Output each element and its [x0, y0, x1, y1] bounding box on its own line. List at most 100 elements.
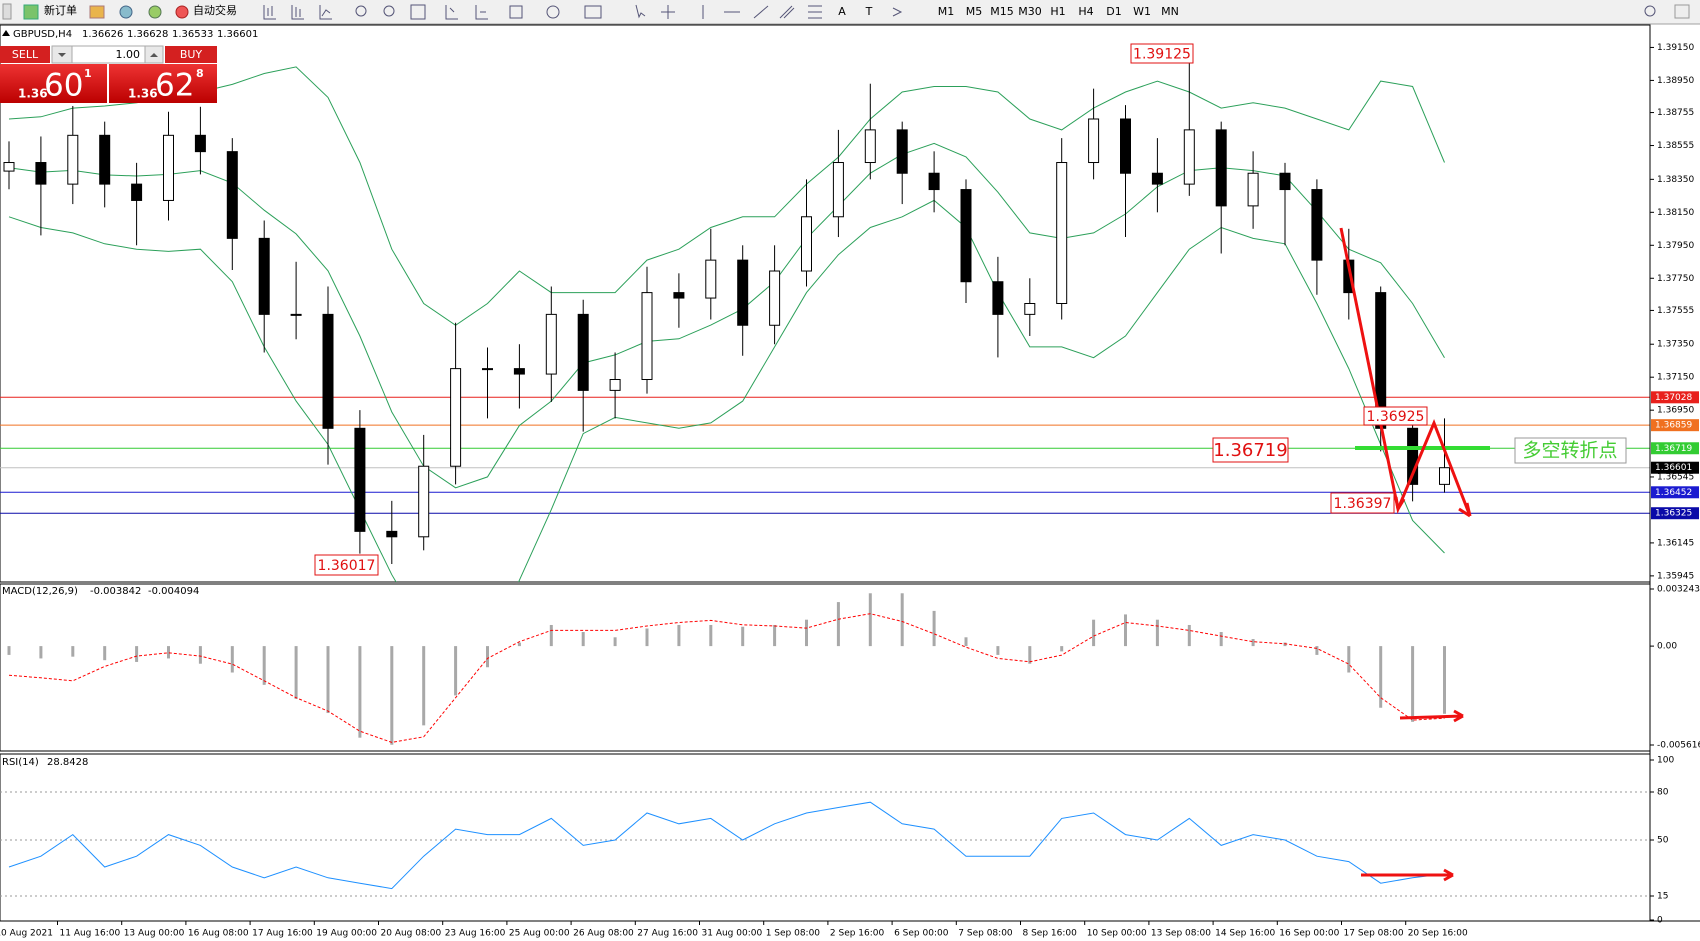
price-annotation: 1.36397: [1334, 496, 1392, 512]
x-tick-label: 31 Aug 00:00: [702, 929, 763, 939]
icon[interactable]: [445, 5, 458, 20]
sell-label[interactable]: SELL: [12, 48, 39, 61]
timeframe[interactable]: M1: [938, 5, 955, 18]
buy-pips[interactable]: 62: [155, 68, 194, 104]
candle-body: [354, 427, 366, 532]
macd-bar: [1379, 646, 1383, 708]
icon[interactable]: [148, 5, 162, 19]
candle-body: [609, 379, 621, 391]
level-label: 1.36452: [1655, 488, 1692, 498]
candle-body: [194, 134, 206, 153]
icon[interactable]: [808, 5, 822, 19]
timeframe[interactable]: M30: [1018, 5, 1042, 18]
icon[interactable]: [475, 5, 488, 20]
icon[interactable]: [291, 5, 304, 20]
x-tick-label: 14 Sep 16:00: [1215, 929, 1275, 939]
sell-button[interactable]: [0, 64, 107, 103]
macd-bar: [1251, 639, 1255, 647]
icon-search[interactable]: [1644, 5, 1656, 17]
macd-bar: [262, 646, 266, 685]
macd-title: MACD(12,26,9): [2, 586, 78, 597]
buy-fraction[interactable]: 8: [196, 67, 204, 80]
candle-body: [545, 313, 557, 375]
candle-body: [705, 259, 717, 299]
icon[interactable]: [892, 7, 903, 17]
icon[interactable]: [319, 5, 332, 20]
y-tick-label: 1.35945: [1657, 571, 1694, 581]
note: 多空转折点: [1522, 440, 1617, 462]
x-tick-label: 13 Sep 08:00: [1151, 929, 1211, 939]
icon[interactable]: [661, 5, 675, 19]
candle-body: [163, 134, 174, 201]
icon[interactable]: [584, 5, 602, 19]
x-tick-label: 19 Aug 00:00: [316, 929, 377, 939]
y-tick-label: 1.38950: [1657, 76, 1694, 86]
lots[interactable]: 1.00: [116, 48, 141, 61]
candle-body: [737, 259, 749, 326]
quote-value: 1.36626: [82, 29, 123, 40]
label-tool[interactable]: T: [865, 5, 873, 18]
timeframe[interactable]: M15: [990, 5, 1014, 18]
timeframe[interactable]: W1: [1133, 5, 1151, 18]
timeframe[interactable]: M5: [966, 5, 983, 18]
macd-bar: [230, 646, 234, 673]
icon[interactable]: [546, 5, 560, 19]
buy-tab[interactable]: [165, 46, 217, 63]
rsi-panel: [0, 753, 1651, 922]
y-tick-label: 50: [1657, 836, 1669, 846]
macd-bar: [326, 646, 330, 714]
timeframe[interactable]: H1: [1050, 5, 1065, 18]
icon-notify[interactable]: [1674, 4, 1690, 19]
toolbar: 新订单 自动交易 A T M1 M5 M15 M: [0, 0, 1700, 25]
new-order[interactable]: 新订单: [44, 3, 77, 17]
x-tick-label: 26 Aug 08:00: [573, 929, 634, 939]
auto-trading[interactable]: 自动交易: [193, 3, 237, 17]
icon[interactable]: [89, 5, 105, 19]
icon-new-order[interactable]: [23, 4, 39, 20]
icon[interactable]: [410, 4, 426, 20]
sell-big[interactable]: 1.36: [18, 87, 48, 101]
sell-fraction[interactable]: 1: [84, 67, 92, 80]
y-tick-label: 1.36145: [1657, 538, 1694, 548]
y-tick-label: 100: [1657, 756, 1674, 766]
candle-body: [1279, 172, 1291, 191]
icon: [58, 53, 66, 57]
buy-button[interactable]: [109, 64, 217, 103]
candle-body: [641, 292, 653, 381]
icon[interactable]: [355, 5, 367, 17]
macd-bar: [581, 632, 585, 647]
rsi-line: [8, 801, 1445, 890]
buy-big[interactable]: 1.36: [128, 87, 158, 101]
price-annotation: 1.39125: [1133, 47, 1191, 63]
macd-signal: [8, 613, 1445, 743]
y-tick-label: 0: [1657, 916, 1663, 926]
text-tool[interactable]: A: [838, 5, 846, 18]
candle-body: [769, 270, 781, 326]
macd-bar: [964, 637, 968, 647]
timeframe[interactable]: H4: [1078, 5, 1093, 18]
icon[interactable]: [509, 5, 523, 19]
icon[interactable]: [635, 4, 646, 19]
timeframe[interactable]: MN: [1161, 5, 1179, 18]
buy-label[interactable]: BUY: [180, 48, 203, 61]
macd-readout: -0.003842: [90, 586, 141, 597]
macd-bar: [390, 646, 394, 745]
icon[interactable]: [753, 5, 769, 19]
sell-tab[interactable]: [0, 46, 50, 63]
icon[interactable]: [119, 5, 133, 19]
note-box: [1514, 437, 1627, 464]
x-tick-label: 20 Aug 08:00: [381, 929, 442, 939]
y-tick-label: 1.38755: [1657, 108, 1694, 118]
timeframe[interactable]: D1: [1106, 5, 1121, 18]
quote-value: 1.36628: [127, 29, 168, 40]
candle-body: [1439, 467, 1450, 485]
icon[interactable]: [383, 5, 395, 17]
candle-body: [3, 162, 15, 172]
sell-pips[interactable]: 60: [44, 68, 83, 104]
icon-auto-trading[interactable]: [175, 5, 189, 19]
icon[interactable]: [779, 5, 795, 19]
x-tick-label: 8 Sep 16:00: [1023, 929, 1078, 939]
macd-bar: [1443, 646, 1446, 714]
y-tick-label: 1.36950: [1657, 406, 1694, 416]
icon[interactable]: [263, 5, 276, 20]
